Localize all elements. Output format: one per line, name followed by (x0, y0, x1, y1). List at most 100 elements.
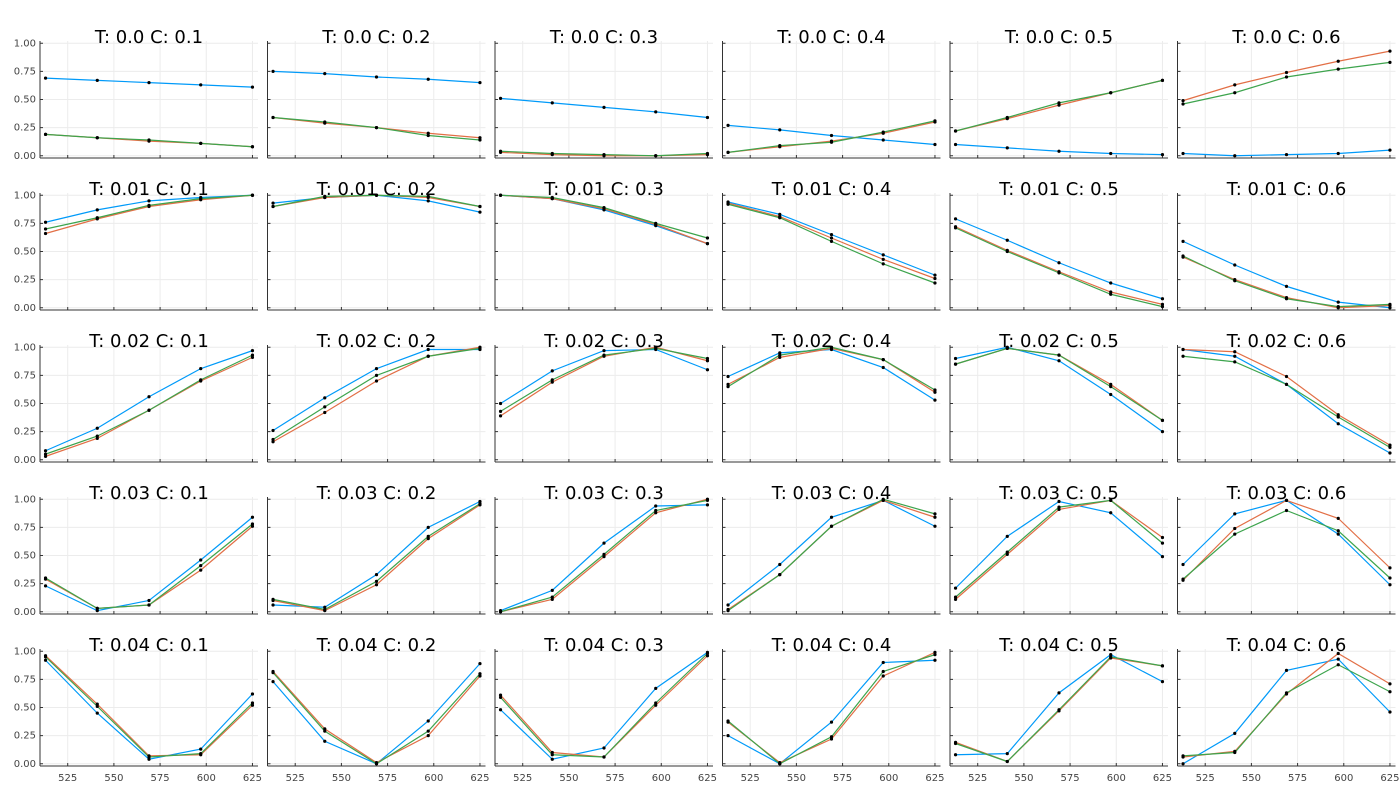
point-marker (1005, 550, 1009, 554)
x-tick-label: 525 (286, 773, 305, 784)
point-marker (323, 410, 327, 415)
point-marker (1005, 115, 1009, 120)
point-marker (1109, 382, 1113, 386)
point-marker (43, 220, 48, 224)
point-marker (250, 85, 255, 89)
point-marker (199, 568, 203, 572)
point-marker (1057, 353, 1061, 357)
point-marker (1057, 271, 1061, 275)
point-marker (1181, 254, 1185, 258)
point-marker (1160, 664, 1165, 668)
point-marker (1181, 762, 1185, 766)
point-marker (43, 576, 48, 580)
x-tick-label: 525 (741, 773, 760, 784)
point-marker (1109, 511, 1113, 515)
point-marker (1388, 451, 1392, 455)
point-marker (1388, 576, 1392, 580)
point-marker (199, 752, 203, 756)
point-marker (933, 276, 937, 281)
point-marker (829, 140, 834, 144)
point-marker (323, 607, 327, 612)
point-marker (705, 498, 710, 502)
chart-title: T: 0.04 C: 0.3 (543, 635, 664, 656)
point-marker (654, 154, 658, 158)
point-marker (271, 428, 275, 433)
point-marker (1005, 752, 1009, 756)
point-marker (271, 69, 275, 73)
point-marker (1005, 759, 1009, 764)
point-marker (43, 76, 48, 80)
point-marker (726, 202, 730, 206)
series-line (45, 350, 253, 452)
point-marker (199, 747, 203, 751)
point-marker (1181, 347, 1185, 352)
point-marker (1284, 382, 1289, 386)
point-marker (953, 741, 958, 746)
point-marker (199, 564, 203, 568)
point-marker (1109, 292, 1113, 296)
point-marker (705, 356, 710, 361)
point-marker (478, 502, 482, 506)
point-marker (147, 603, 151, 607)
point-marker (705, 654, 710, 658)
point-marker (1388, 682, 1392, 686)
point-marker (43, 584, 48, 588)
point-marker (726, 719, 730, 723)
point-marker (602, 555, 606, 559)
point-marker (426, 534, 430, 538)
point-marker (1160, 418, 1165, 422)
point-marker (323, 405, 327, 409)
series-line (500, 653, 708, 758)
point-marker (1336, 516, 1340, 520)
point-marker (654, 511, 658, 515)
point-marker (550, 588, 554, 592)
point-marker (602, 552, 606, 556)
chart-title: T: 0.01 C: 0.6 (1226, 179, 1347, 200)
point-marker (1336, 422, 1340, 426)
point-marker (953, 362, 958, 366)
y-tick-label: 0.50 (14, 551, 36, 562)
point-marker (726, 609, 730, 613)
point-marker (95, 436, 99, 440)
point-marker (478, 138, 482, 142)
point-marker (829, 737, 834, 741)
x-tick-label: 550 (1014, 773, 1033, 784)
x-tick-label: 625 (1380, 773, 1399, 784)
point-marker (953, 142, 958, 147)
series-line (727, 348, 936, 401)
point-marker (1233, 350, 1237, 354)
point-marker (250, 145, 255, 149)
point-marker (43, 655, 48, 659)
x-tick-label: 575 (833, 773, 852, 784)
point-marker (1109, 281, 1113, 285)
y-tick-label: 0.25 (14, 275, 36, 286)
point-marker (829, 345, 834, 349)
point-marker (602, 353, 606, 357)
point-marker (323, 120, 327, 124)
point-marker (43, 658, 48, 662)
point-marker (271, 671, 275, 675)
point-marker (705, 503, 710, 507)
point-marker (778, 355, 782, 359)
point-marker (1336, 59, 1340, 63)
point-marker (705, 368, 710, 372)
point-marker (498, 610, 503, 614)
point-marker (933, 390, 937, 394)
point-marker (43, 231, 48, 236)
point-marker (323, 739, 327, 743)
point-marker (95, 609, 99, 613)
point-marker (1233, 91, 1237, 95)
point-marker (1160, 541, 1165, 545)
point-marker (602, 105, 606, 109)
point-marker (1109, 392, 1113, 397)
y-tick-label: 0.00 (14, 151, 36, 162)
point-marker (1388, 690, 1392, 694)
point-marker (1005, 238, 1009, 242)
series-line (1182, 355, 1391, 448)
point-marker (726, 382, 730, 386)
series-line (45, 356, 253, 457)
point-marker (1181, 239, 1185, 243)
series-line (272, 663, 481, 765)
point-marker (147, 395, 151, 399)
point-marker (881, 130, 885, 134)
